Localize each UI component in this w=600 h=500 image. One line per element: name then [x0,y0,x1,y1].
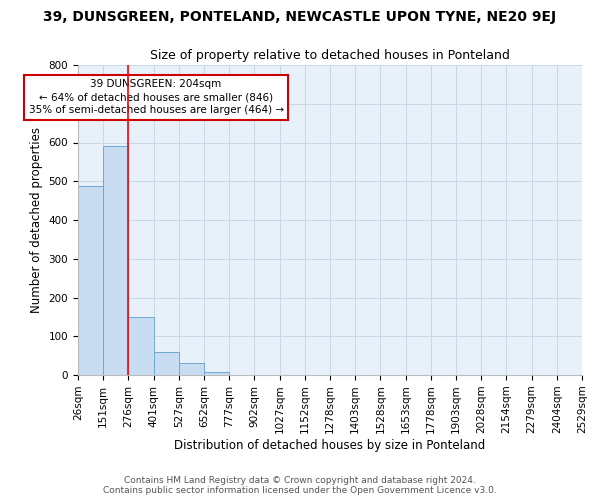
Text: Contains HM Land Registry data © Crown copyright and database right 2024.
Contai: Contains HM Land Registry data © Crown c… [103,476,497,495]
Bar [179,364,204,375]
Title: Size of property relative to detached houses in Ponteland: Size of property relative to detached ho… [150,50,510,62]
Bar [154,352,179,375]
Bar [103,146,128,375]
X-axis label: Distribution of detached houses by size in Ponteland: Distribution of detached houses by size … [175,439,485,452]
Bar [204,372,229,375]
Text: 39, DUNSGREEN, PONTELAND, NEWCASTLE UPON TYNE, NE20 9EJ: 39, DUNSGREEN, PONTELAND, NEWCASTLE UPON… [43,10,557,24]
Bar [128,317,154,375]
Y-axis label: Number of detached properties: Number of detached properties [30,127,43,313]
Bar [78,186,103,375]
Text: 39 DUNSGREEN: 204sqm
← 64% of detached houses are smaller (846)
35% of semi-deta: 39 DUNSGREEN: 204sqm ← 64% of detached h… [29,79,284,116]
